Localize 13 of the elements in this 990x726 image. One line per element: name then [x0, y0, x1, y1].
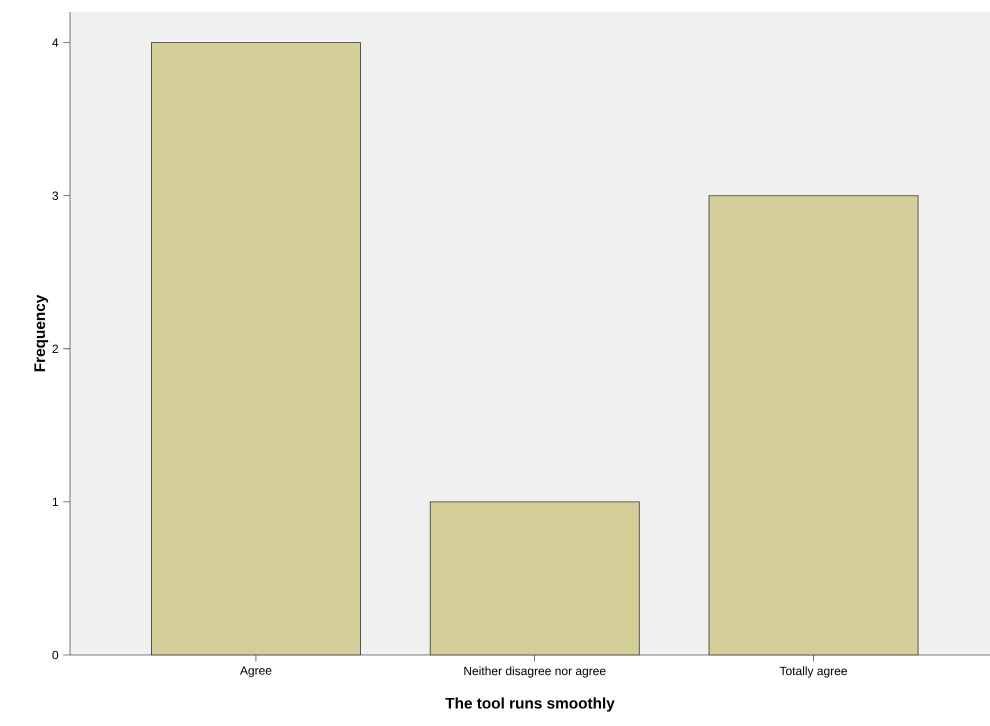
- x-axis-title: The tool runs smoothly: [445, 697, 615, 712]
- y-tick-label: 0: [52, 650, 58, 660]
- x-tick-label: Totally agree: [780, 666, 848, 678]
- x-tick-label: Neither disagree nor agree: [464, 666, 606, 678]
- y-tick-label: 4: [52, 38, 58, 47]
- x-tick-label: Agree: [240, 666, 272, 678]
- bar: [708, 195, 918, 656]
- y-axis-title: Frequency: [34, 294, 48, 372]
- y-tick-label: 2: [52, 344, 58, 353]
- y-tick-label: 1: [52, 498, 58, 506]
- y-tick-label: 3: [52, 191, 58, 200]
- bar: [430, 502, 640, 656]
- bar: [151, 42, 361, 656]
